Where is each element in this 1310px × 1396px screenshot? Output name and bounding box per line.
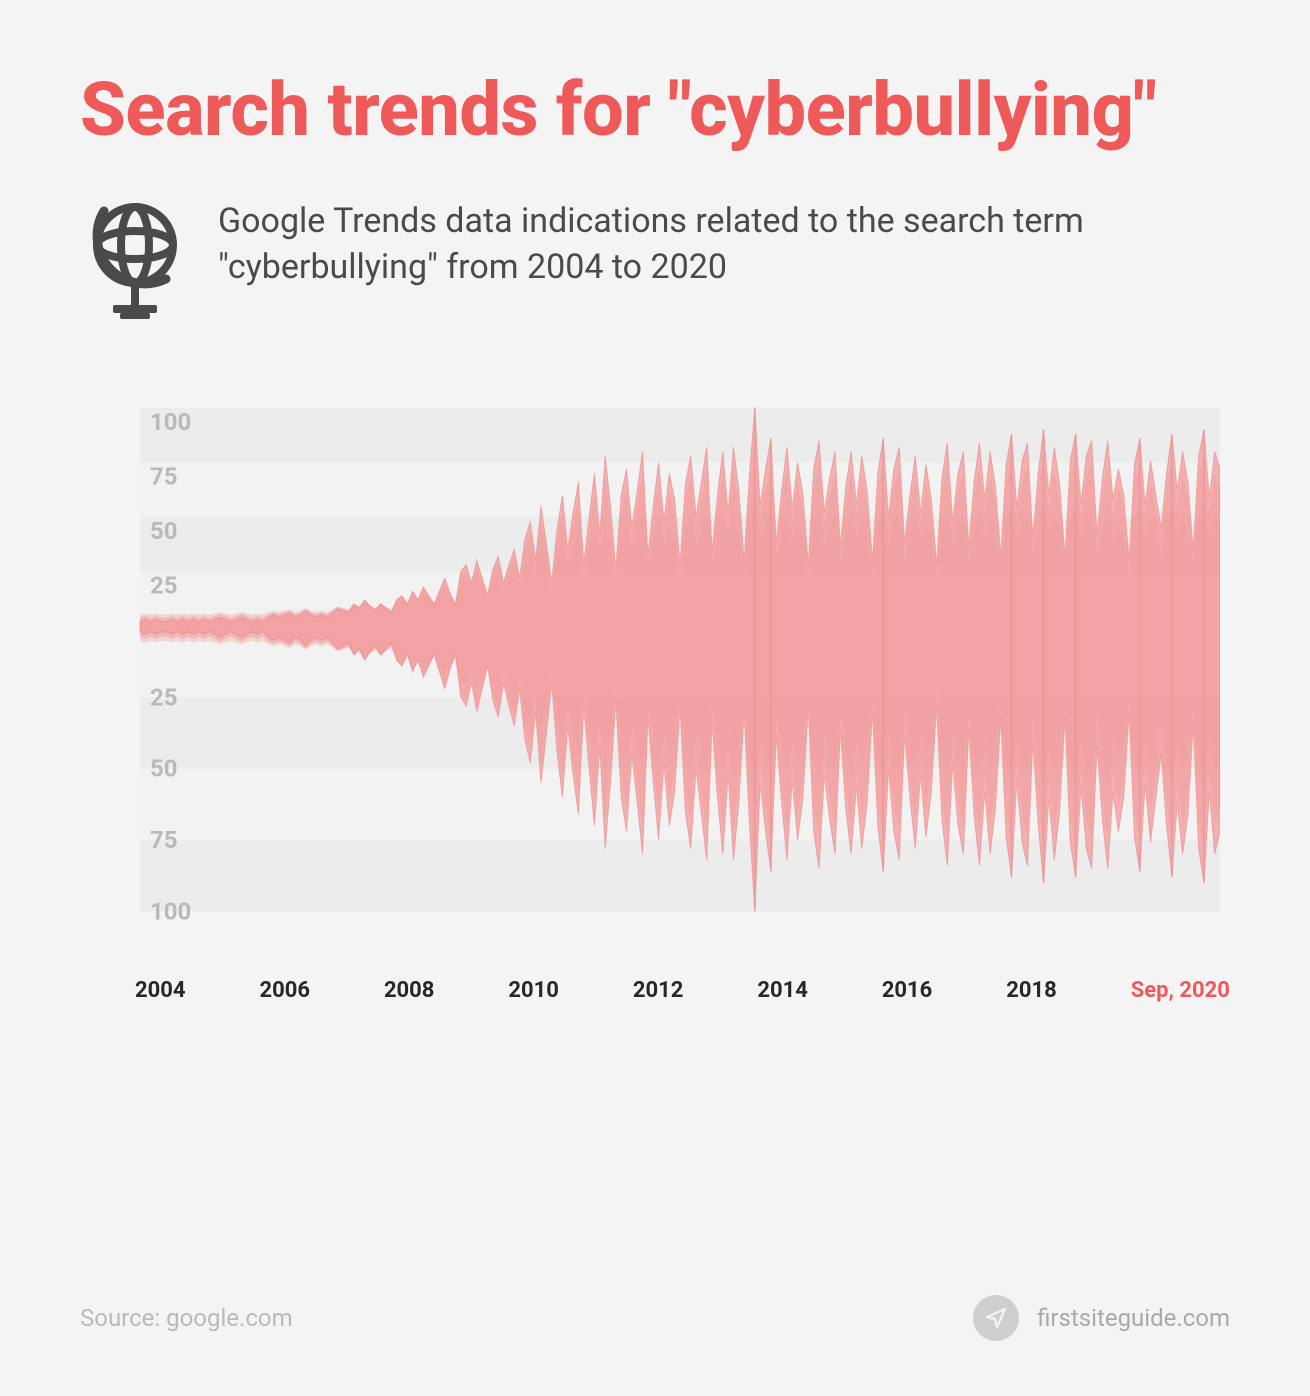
credit-text: firstsiteguide.com xyxy=(1037,1304,1230,1332)
footer: Source: google.com firstsiteguide.com xyxy=(80,1295,1230,1341)
chart-svg: 100 75 50 25 25 50 75 100 xyxy=(80,378,1220,968)
credit: firstsiteguide.com xyxy=(973,1295,1230,1341)
send-icon xyxy=(973,1295,1019,1341)
svg-text:25: 25 xyxy=(150,571,178,599)
svg-text:25: 25 xyxy=(150,683,178,711)
source-text: Source: google.com xyxy=(80,1304,293,1332)
x-tick-label: 2016 xyxy=(882,978,933,1003)
x-tick-label: 2014 xyxy=(757,978,808,1003)
x-tick-label: 2008 xyxy=(384,978,435,1003)
svg-text:100: 100 xyxy=(150,408,191,436)
x-tick-label: Sep, 2020 xyxy=(1131,978,1230,1003)
svg-text:50: 50 xyxy=(150,755,178,783)
subtitle-row: Google Trends data indications related t… xyxy=(80,193,1230,323)
svg-text:50: 50 xyxy=(150,517,178,545)
x-tick-label: 2004 xyxy=(135,978,186,1003)
x-tick-label: 2006 xyxy=(259,978,310,1003)
page-title: Search trends for "cyberbullying" xyxy=(80,70,1230,153)
svg-text:100: 100 xyxy=(150,897,191,925)
x-axis: 2004 2006 2008 2010 2012 2014 2016 2018 Sep, 202… xyxy=(80,968,1230,1003)
svg-text:75: 75 xyxy=(150,462,178,490)
trends-chart: 100755025255075100 200420062008201020122… xyxy=(80,378,1230,998)
globe-icon xyxy=(80,193,190,323)
x-tick-label: 2010 xyxy=(508,978,559,1003)
x-tick-label: 2018 xyxy=(1006,978,1057,1003)
svg-text:75: 75 xyxy=(150,826,178,854)
subtitle-text: Google Trends data indications related t… xyxy=(218,193,1230,291)
x-tick-label: 2012 xyxy=(633,978,684,1003)
